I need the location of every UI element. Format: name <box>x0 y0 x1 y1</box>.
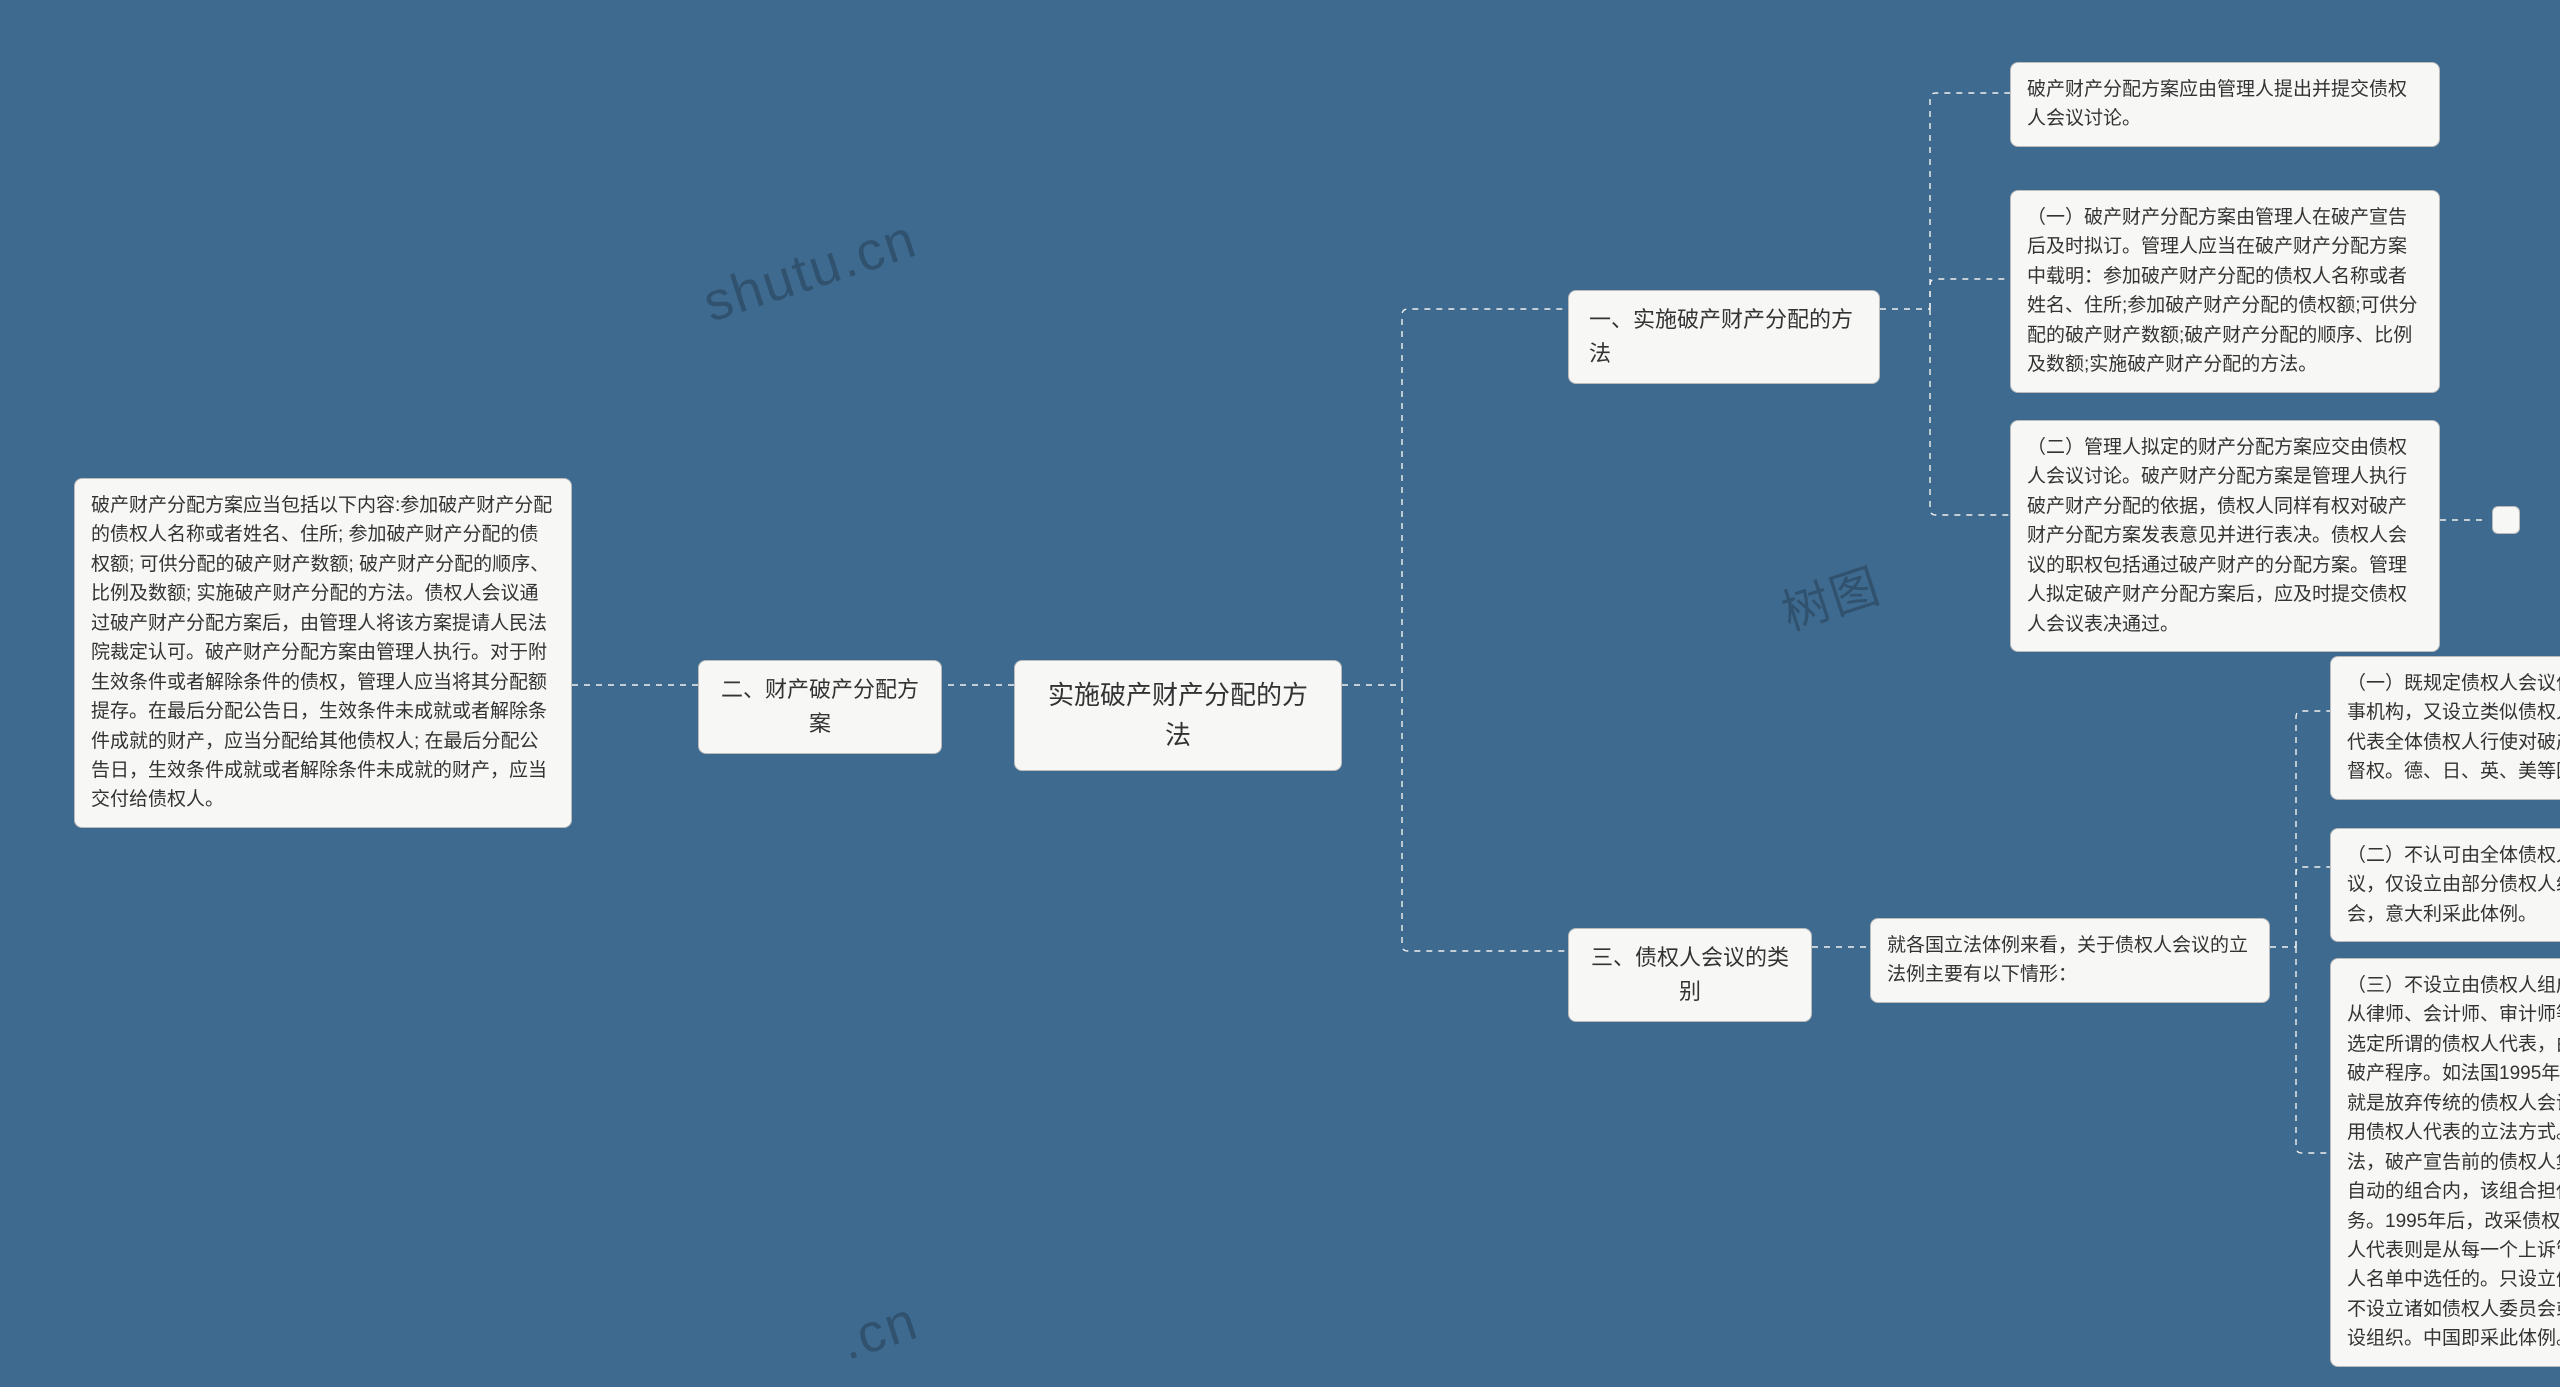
watermark: shutu.cn <box>696 208 925 335</box>
leaf-b3c1b[interactable]: （二）不认可由全体债权人组成的债权人会议，仅设立由部分债权人组成的债权人委员会，… <box>2330 828 2560 942</box>
leaf-b1c1[interactable]: 破产财产分配方案应由管理人提出并提交债权人会议讨论。 <box>2010 62 2440 147</box>
leaf-b3c1a[interactable]: （一）既规定债权人会议作为全体债权人的议事机构，又设立类似债权人委员会的常设机构… <box>2330 656 2560 800</box>
branch-1[interactable]: 一、实施破产财产分配的方法 <box>1568 290 1880 384</box>
leaf-b1c2[interactable]: （一）破产财产分配方案由管理人在破产宣告后及时拟订。管理人应当在破产财产分配方案… <box>2010 190 2440 393</box>
leaf-b3c1c[interactable]: （三）不设立由债权人组成的任何机构，而是从律师、会计师、审计师等社会专业性组织中… <box>2330 958 2560 1367</box>
leaf-b2c1[interactable]: 破产财产分配方案应当包括以下内容:参加破产财产分配的债权人名称或者姓名、住所; … <box>74 478 572 828</box>
leaf-b3c1[interactable]: 就各国立法体例来看，关于债权人会议的立法例主要有以下情形： <box>1870 918 2270 1003</box>
leaf-b1c3[interactable]: （二）管理人拟定的财产分配方案应交由债权人会议讨论。破产财产分配方案是管理人执行… <box>2010 420 2440 652</box>
root-node[interactable]: 实施破产财产分配的方法 <box>1014 660 1342 771</box>
branch-2[interactable]: 二、财产破产分配方案 <box>698 660 942 754</box>
watermark: 树图 <box>1772 546 1889 643</box>
branch-3[interactable]: 三、债权人会议的类别 <box>1568 928 1812 1022</box>
leaf-b1c3-extra[interactable] <box>2492 506 2520 534</box>
watermark: .cn <box>832 1289 925 1372</box>
